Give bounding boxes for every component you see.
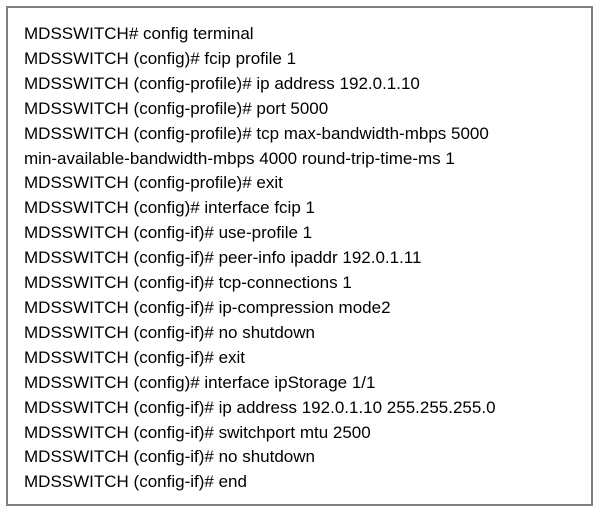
terminal-line: MDSSWITCH (config-if)# no shutdown: [24, 321, 575, 346]
terminal-line: MDSSWITCH (config-profile)# tcp max-band…: [24, 122, 575, 147]
terminal-line: MDSSWITCH (config-if)# ip address 192.0.…: [24, 396, 575, 421]
terminal-line: MDSSWITCH (config-if)# use-profile 1: [24, 221, 575, 246]
terminal-line: MDSSWITCH (config-if)# end: [24, 470, 575, 495]
terminal-line: MDSSWITCH (config-if)# peer-info ipaddr …: [24, 246, 575, 271]
terminal-line: MDSSWITCH (config-profile)# port 5000: [24, 97, 575, 122]
terminal-line: MDSSWITCH (config-profile)# ip address 1…: [24, 72, 575, 97]
terminal-line: MDSSWITCH (config-if)# exit: [24, 346, 575, 371]
terminal-line: MDSSWITCH (config)# interface ipStorage …: [24, 371, 575, 396]
terminal-line: MDSSWITCH (config-if)# tcp-connections 1: [24, 271, 575, 296]
terminal-output-container: MDSSWITCH# config terminal MDSSWITCH (co…: [6, 6, 593, 506]
terminal-line: MDSSWITCH (config-if)# ip-compression mo…: [24, 296, 575, 321]
terminal-line: MDSSWITCH (config-profile)# exit: [24, 171, 575, 196]
terminal-line: MDSSWITCH (config-if)# switchport mtu 25…: [24, 421, 575, 446]
terminal-line: MDSSWITCH# config terminal: [24, 22, 575, 47]
terminal-line: min-available-bandwidth-mbps 4000 round-…: [24, 147, 575, 172]
terminal-line: MDSSWITCH (config)# interface fcip 1: [24, 196, 575, 221]
terminal-line: MDSSWITCH (config)# fcip profile 1: [24, 47, 575, 72]
terminal-line: MDSSWITCH (config-if)# no shutdown: [24, 445, 575, 470]
